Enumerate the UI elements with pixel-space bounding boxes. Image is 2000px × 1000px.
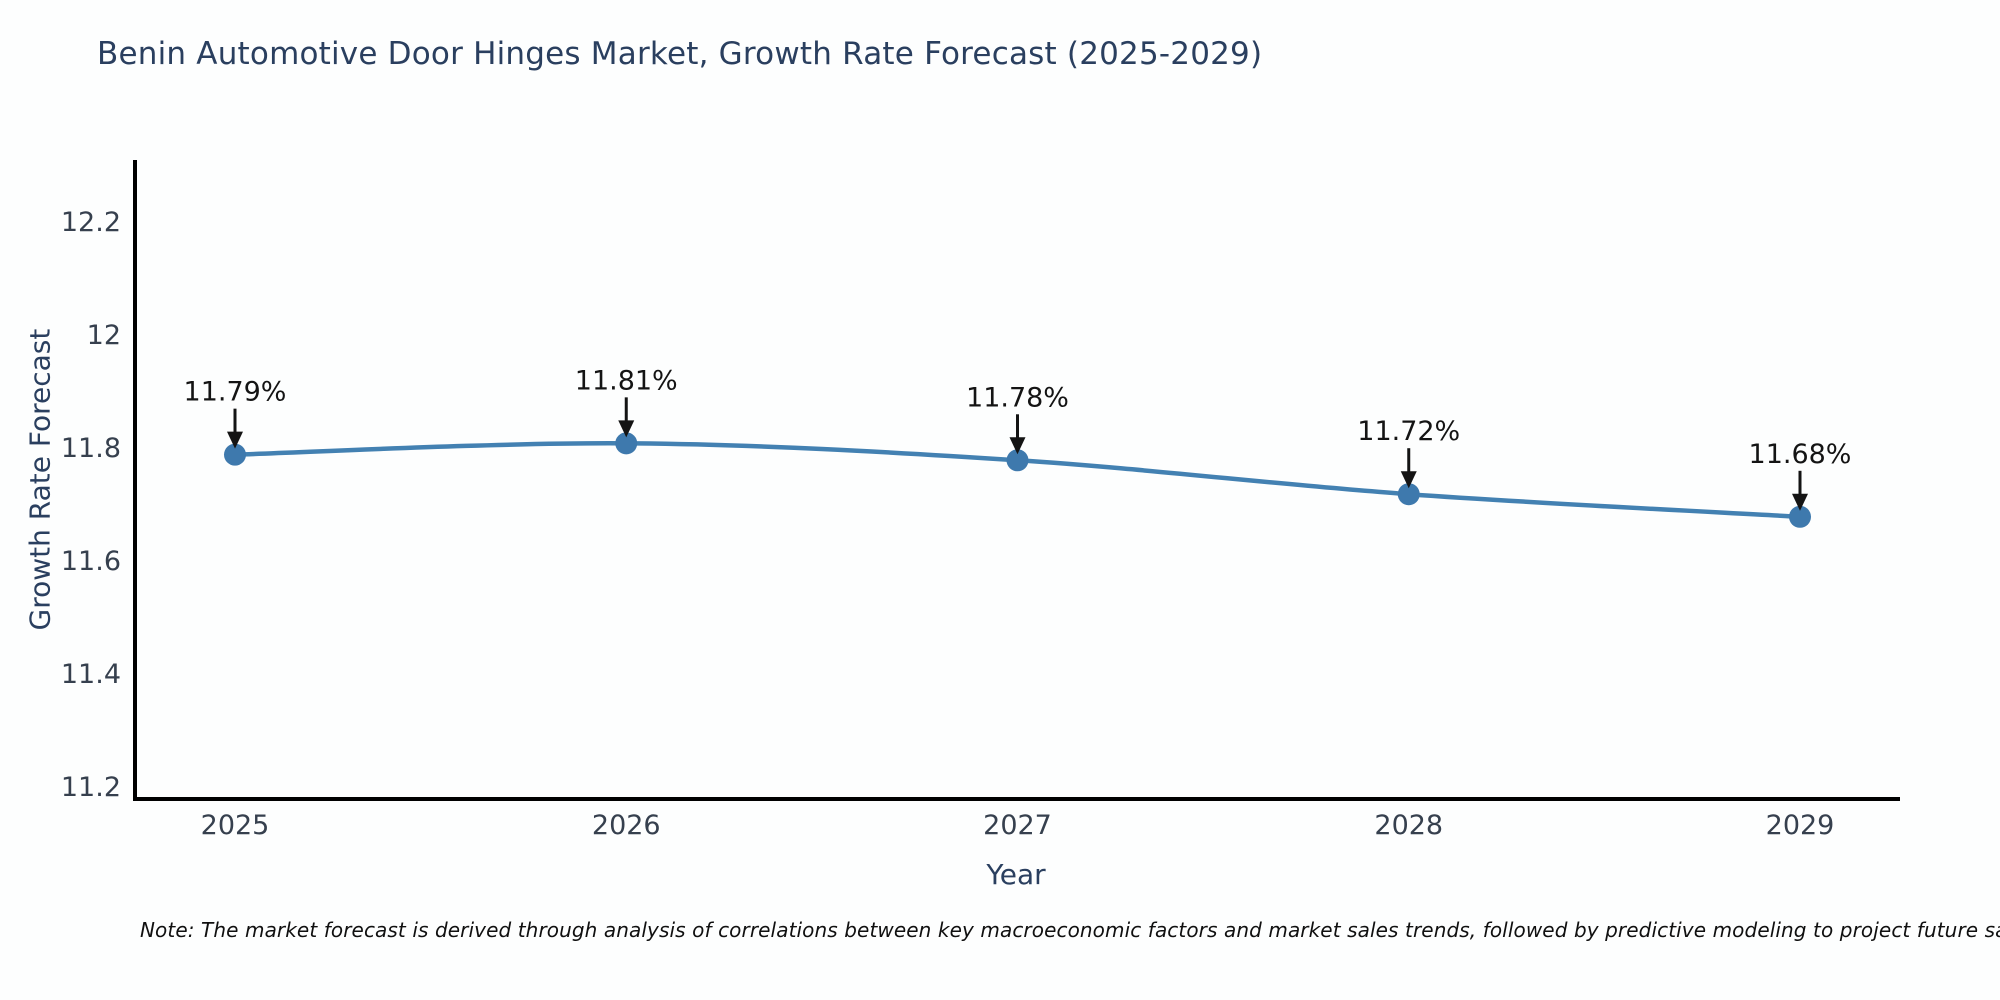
y-tick-label: 11.4 <box>60 659 121 690</box>
annotation-arrowhead-icon <box>1009 437 1026 455</box>
y-tick-label: 11.2 <box>60 772 121 803</box>
data-point-marker <box>224 443 246 466</box>
x-tick-label: 2026 <box>591 810 661 841</box>
y-tick-label: 11.8 <box>60 433 121 464</box>
y-tick-label: 12.2 <box>60 207 121 238</box>
annotation-arrowhead-icon <box>1400 471 1417 489</box>
x-tick-label: 2028 <box>1374 810 1444 841</box>
y-tick-label: 11.6 <box>60 546 121 577</box>
annotation-arrowhead-icon <box>227 431 243 449</box>
data-point-annotation: 11.68% <box>1749 439 1852 470</box>
x-tick-label: 2027 <box>983 810 1052 841</box>
annotation-arrowhead-icon <box>618 420 635 438</box>
footnote: Note: The market forecast is derived thr… <box>140 918 2000 942</box>
x-tick-label: 2029 <box>1765 810 1835 841</box>
y-tick-label: 12 <box>86 320 121 351</box>
data-point-marker <box>1397 483 1420 506</box>
data-point-annotation: 11.81% <box>575 365 678 396</box>
x-axis-title: Year <box>986 858 1046 891</box>
data-point-annotation: 11.72% <box>1357 416 1460 447</box>
annotation-arrowhead-icon <box>1792 493 1808 511</box>
data-point-annotation: 11.79% <box>184 377 287 408</box>
chart-title: Benin Automotive Door Hinges Market, Gro… <box>97 36 1263 72</box>
data-point-annotation: 11.78% <box>966 382 1069 413</box>
x-axis-line <box>133 797 1900 801</box>
data-point-marker <box>1006 449 1029 472</box>
y-axis-line <box>133 160 137 801</box>
data-point-marker <box>1789 505 1811 528</box>
x-tick-label: 2025 <box>200 810 270 841</box>
data-point-marker <box>615 432 638 455</box>
